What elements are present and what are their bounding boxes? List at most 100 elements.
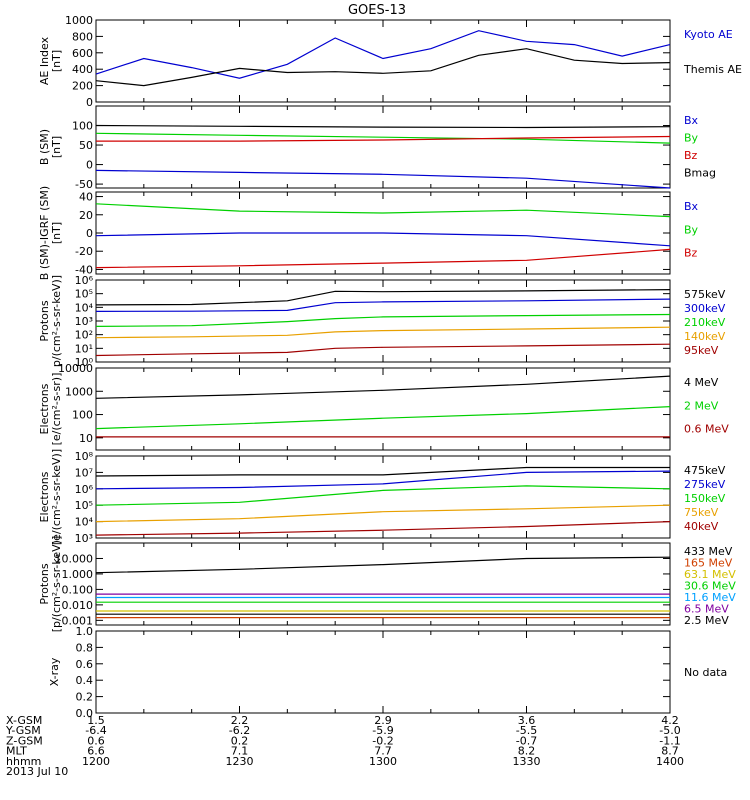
- footer-value: 1400: [656, 755, 684, 768]
- footer-value: 2.9: [374, 714, 392, 727]
- panel-frame: [95, 630, 671, 714]
- footer-row-label: MLT: [6, 745, 27, 758]
- y-axis-title: Electrons: [38, 471, 51, 522]
- footer-value: 0.6: [87, 734, 105, 747]
- footer-value: 1.5: [87, 714, 105, 727]
- panel-7: 0.001 0.010 0.100 1.000 10.000 Protons [p/(cm²…: [38, 536, 736, 633]
- series-line: [95, 470, 671, 490]
- y-axis-title: Protons: [38, 300, 51, 341]
- y-tick-label: 0.010: [62, 599, 94, 612]
- panel-8: 0.0 0.2 0.4 0.6 0.8 1.0 X-ray No data: [48, 625, 727, 720]
- footer-row-label: Y-GSM: [5, 724, 41, 737]
- footer-value: 1330: [513, 755, 541, 768]
- legend-entry: 4 MeV: [684, 376, 719, 389]
- y-tick-label: 400: [72, 63, 93, 76]
- y-tick-label: 0: [86, 96, 93, 109]
- footer-value: 7.1: [231, 745, 249, 758]
- panel-6: 10³ 10⁴ 10⁵ 10⁶ 10⁷ 10⁸ Electrons [e/(cm²-s-sr-…: [38, 449, 726, 545]
- footer-value: -5.9: [372, 724, 393, 737]
- footer-value: -0.7: [516, 734, 537, 747]
- ephemeris-footer: X-GSM 1.5 2.2 2.9 3.6 4.2 Y-GSM -6.4 -6.2 -5.9 -5.…: [5, 714, 684, 768]
- legend-entry: Themis AE: [683, 63, 742, 76]
- series-line: [95, 203, 671, 218]
- panel-3: -40 -20 0 20 40 B (SM)-IGRF (SM) [nT] Bx By Bz: [38, 186, 699, 280]
- y-axis-title: Electrons: [38, 383, 51, 434]
- y-tick-label: 1000: [65, 385, 93, 398]
- y-tick-label: 0: [86, 227, 93, 240]
- y-axis-title: [nT]: [50, 50, 63, 72]
- y-axis-title: [e/(cm²-s-sr)]: [50, 373, 63, 446]
- y-tick-label: 0.4: [76, 674, 94, 687]
- y-tick-label: 10²: [75, 329, 93, 342]
- y-axis-title: [nT]: [50, 136, 63, 158]
- y-tick-label: 200: [72, 80, 93, 93]
- panel-frame: [95, 367, 671, 451]
- footer-value: 1300: [369, 755, 397, 768]
- y-tick-label: 50: [79, 139, 93, 152]
- legend-entry: Bx: [684, 200, 699, 213]
- footer-value: -0.2: [372, 734, 393, 747]
- y-tick-label: 0.100: [62, 583, 94, 596]
- footer-value: -6.2: [229, 724, 250, 737]
- legend-entry: 6.5 MeV: [684, 603, 729, 616]
- y-tick-label: 10³: [75, 315, 93, 328]
- legend-entry: 63.1 MeV: [684, 568, 736, 581]
- footer-value: -5.0: [659, 724, 680, 737]
- y-tick-label: 10⁵: [75, 499, 93, 512]
- y-axis-title: [nT]: [50, 222, 63, 244]
- series-line: [95, 30, 671, 79]
- series-line: [95, 124, 671, 129]
- legend-entry: 40keV: [684, 520, 719, 533]
- legend-entry: 75keV: [684, 506, 719, 519]
- legend-entry: Bz: [684, 247, 698, 260]
- legend-entry: 165 MeV: [684, 557, 733, 570]
- y-tick-label: -20: [75, 245, 93, 258]
- legend-entry: 300keV: [684, 302, 726, 315]
- y-tick-label: 10⁴: [75, 301, 94, 314]
- y-axis-title: B (SM): [38, 129, 51, 165]
- legend-entry: 2.5 MeV: [684, 614, 729, 627]
- footer-value: 8.2: [518, 745, 536, 758]
- legend-entry: By: [684, 223, 699, 236]
- y-axis-title: p/(cm²-s-sr-keV)]: [50, 275, 63, 367]
- y-tick-label: 10⁴: [75, 516, 94, 529]
- legend-entry: 150keV: [684, 492, 726, 505]
- series-line: [95, 248, 671, 269]
- y-tick-label: 10⁶: [75, 483, 94, 496]
- date-label: 2013 Jul 10: [6, 765, 68, 778]
- footer-row-label: X-GSM: [6, 714, 42, 727]
- y-tick-label: 0.6: [76, 658, 94, 671]
- legend-entry: 575keV: [684, 288, 726, 301]
- y-tick-label: 10³: [75, 532, 93, 545]
- y-axis-title: Protons: [38, 563, 51, 604]
- panel-frame: [95, 105, 671, 189]
- footer-value: 0.2: [231, 734, 249, 747]
- y-tick-label: 1000: [65, 14, 93, 27]
- y-tick-label: 100: [72, 120, 93, 133]
- series-line: [95, 521, 671, 536]
- y-tick-label: 10⁷: [75, 466, 93, 479]
- footer-value: 7.7: [374, 745, 392, 758]
- y-tick-label: 10⁵: [75, 288, 93, 301]
- series-line: [95, 298, 671, 312]
- y-tick-label: 1.000: [62, 568, 94, 581]
- no-data-label: No data: [684, 666, 727, 679]
- series-line: [95, 485, 671, 506]
- panel-2: -50 0 50 100 B (SM) [nT] Bx By Bz Bmag: [38, 105, 716, 191]
- series-line: [95, 556, 671, 574]
- footer-value: 6.6: [87, 745, 105, 758]
- series-line: [95, 326, 671, 339]
- series-line: [95, 169, 671, 189]
- y-tick-label: 10⁰: [75, 356, 94, 369]
- series-line: [95, 289, 671, 306]
- footer-value: 3.6: [518, 714, 536, 727]
- footer-value: -5.5: [516, 724, 537, 737]
- legend-entry: 30.6 MeV: [684, 580, 736, 593]
- y-tick-label: 1.0: [76, 625, 94, 638]
- series-line: [95, 406, 671, 430]
- y-tick-label: 20: [79, 209, 93, 222]
- y-tick-label: 0: [86, 159, 93, 172]
- y-tick-label: 600: [72, 47, 93, 60]
- series-line: [96, 135, 671, 142]
